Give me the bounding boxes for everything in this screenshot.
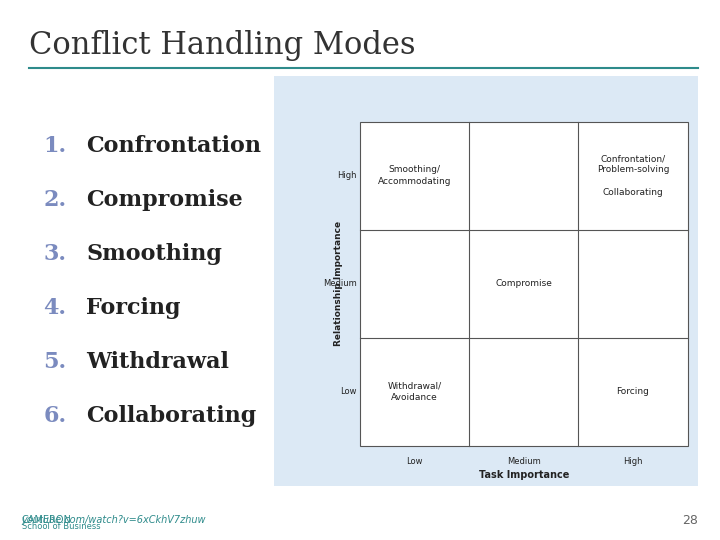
Text: Relationship Importance: Relationship Importance — [334, 221, 343, 346]
Text: Smoothing: Smoothing — [86, 243, 222, 265]
Bar — [274, 76, 698, 486]
Text: CAMERON: CAMERON — [22, 515, 71, 525]
Text: School of Business: School of Business — [22, 522, 100, 531]
Text: 2.: 2. — [43, 189, 66, 211]
Text: Medium: Medium — [323, 279, 356, 288]
Text: Withdrawal/
Avoidance: Withdrawal/ Avoidance — [387, 381, 441, 402]
Text: 6.: 6. — [43, 405, 66, 427]
Text: High: High — [624, 457, 643, 467]
Text: Forcing: Forcing — [616, 387, 649, 396]
Text: 4.: 4. — [43, 297, 66, 319]
Text: Task Importance: Task Importance — [479, 470, 569, 480]
Text: Low: Low — [340, 387, 356, 396]
Text: Conflict Handling Modes: Conflict Handling Modes — [29, 30, 415, 60]
Text: 3.: 3. — [43, 243, 66, 265]
Text: youtube.com/watch?v=6xCkhV7zhuw: youtube.com/watch?v=6xCkhV7zhuw — [22, 515, 206, 525]
Text: Withdrawal: Withdrawal — [86, 351, 229, 373]
Text: 1.: 1. — [43, 135, 66, 157]
Text: Collaborating: Collaborating — [86, 405, 256, 427]
Text: Medium: Medium — [507, 457, 541, 467]
Text: Smoothing/
Accommodating: Smoothing/ Accommodating — [378, 165, 451, 186]
Bar — [360, 122, 688, 446]
Text: Compromise: Compromise — [495, 279, 552, 288]
Text: Forcing: Forcing — [86, 297, 181, 319]
Text: Low: Low — [406, 457, 423, 467]
Text: Confrontation: Confrontation — [86, 135, 261, 157]
Text: Compromise: Compromise — [86, 189, 243, 211]
Text: Confrontation/
Problem-solving

Collaborating: Confrontation/ Problem-solving Collabora… — [597, 154, 670, 197]
Text: 28: 28 — [683, 514, 698, 526]
Text: 5.: 5. — [43, 351, 66, 373]
Text: High: High — [337, 171, 356, 180]
